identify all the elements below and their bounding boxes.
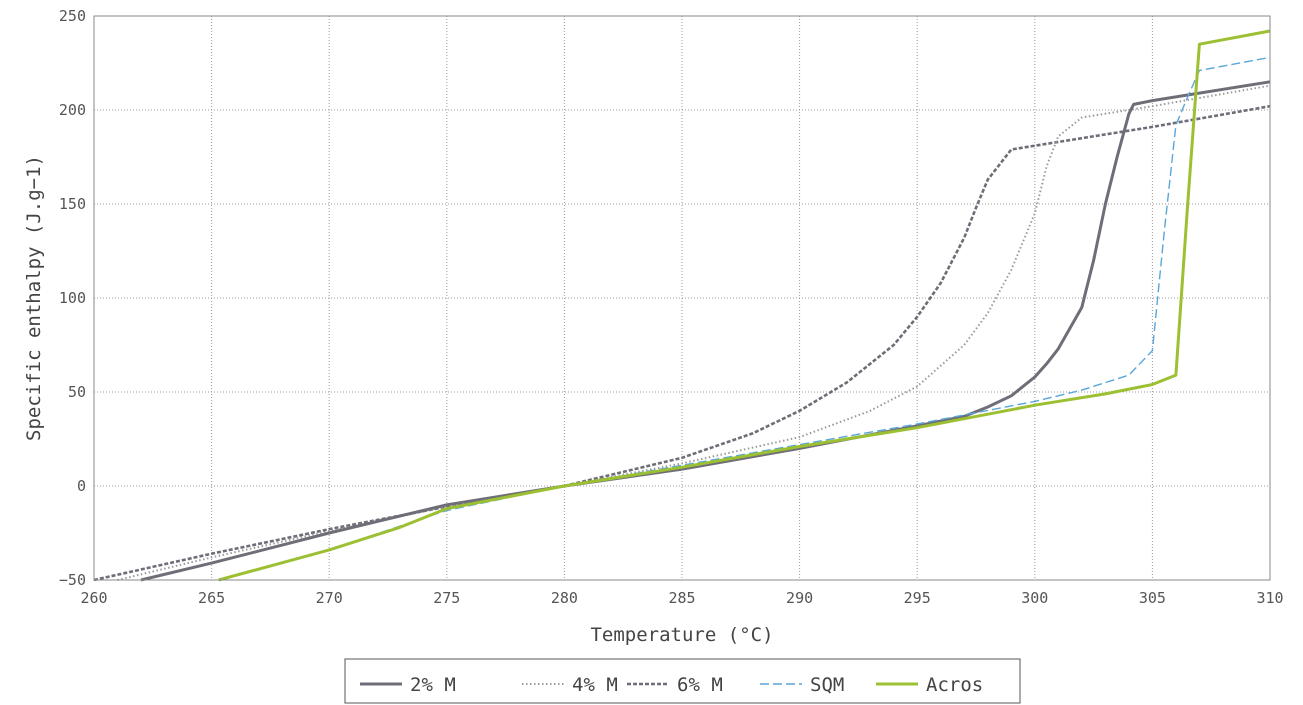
series-line-1 — [117, 84, 1271, 581]
x-tick-label: 295 — [904, 589, 931, 607]
legend-label: 6% M — [677, 674, 723, 696]
y-tick-label: 100 — [59, 289, 86, 307]
plot-frame — [93, 15, 1271, 581]
y-tick-label: −50 — [59, 571, 86, 589]
x-tick-label: 270 — [316, 589, 343, 607]
x-axis-label: Temperature (°C) — [590, 624, 773, 646]
grid — [94, 16, 1270, 580]
legend-label: 2% M — [410, 674, 456, 696]
y-tick-label: 0 — [77, 477, 86, 495]
x-tick-label: 260 — [80, 589, 107, 607]
y-axis-label: Specific enthalpy (J.g−1) — [23, 155, 45, 441]
x-tick-label: 285 — [668, 589, 695, 607]
series-line-0 — [140, 80, 1271, 582]
legend-label: 4% M — [572, 674, 618, 696]
legend-label: SQM — [810, 674, 844, 696]
y-tick-labels: −50 0 50 100 150 200 250 — [59, 7, 86, 589]
x-tick-label: 290 — [786, 589, 813, 607]
x-tick-label: 300 — [1021, 589, 1048, 607]
y-tick-label: 200 — [59, 101, 86, 119]
x-tick-label: 275 — [433, 589, 460, 607]
y-tick-label: 150 — [59, 195, 86, 213]
series-line-4 — [218, 29, 1271, 582]
x-tick-label: 310 — [1256, 589, 1283, 607]
x-tick-labels: 260 265 270 275 280 285 290 295 300 305 310 — [80, 589, 1283, 607]
y-tick-label: 250 — [59, 7, 86, 25]
x-tick-label: 280 — [551, 589, 578, 607]
x-tick-label: 265 — [198, 589, 225, 607]
series-lines — [93, 29, 1271, 582]
legend-box — [344, 658, 1021, 704]
legend: 2% M 4% M 6% M SQM Acros — [344, 658, 1021, 704]
y-tick-label: 50 — [68, 383, 86, 401]
legend-label: Acros — [926, 674, 983, 696]
series-line-3 — [218, 56, 1271, 581]
x-tick-label: 305 — [1139, 589, 1166, 607]
